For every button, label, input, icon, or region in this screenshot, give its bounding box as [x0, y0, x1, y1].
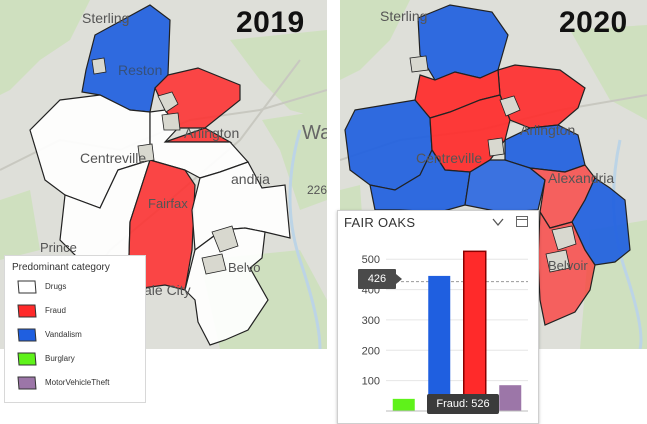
- enclave-polygons: [91, 57, 239, 275]
- value-callout: 426: [358, 269, 402, 289]
- enclave: [409, 55, 429, 73]
- bar-motorvehicletheft[interactable]: [499, 385, 522, 411]
- map-2019[interactable]: 2019 Sterling Reston Arlington Wa Centre…: [0, 0, 327, 349]
- enclave: [487, 137, 505, 157]
- map-legend: Predominant category Drugs Fraud Vandali…: [4, 255, 146, 403]
- bar-fraud[interactable]: [463, 250, 487, 412]
- year-label-2019: 2019: [236, 6, 305, 39]
- basemap-park: [0, 0, 90, 95]
- y-tick-label: 300: [362, 315, 380, 327]
- district-east[interactable]: [191, 161, 291, 252]
- legend-label: Drugs: [45, 282, 67, 291]
- enclave: [137, 143, 155, 163]
- map-2019-canvas[interactable]: [0, 0, 327, 349]
- legend-label: Fraud: [45, 306, 66, 315]
- dock-icon[interactable]: [516, 216, 528, 227]
- basemap-river: [612, 139, 643, 349]
- legend-label: MotorVehicleTheft: [45, 378, 110, 387]
- district-reston[interactable]: [417, 4, 509, 81]
- basemap-river: [288, 129, 322, 349]
- y-tick-label: 100: [362, 376, 380, 388]
- legend-label: Vandalism: [45, 330, 82, 339]
- basemap-park: [570, 25, 647, 120]
- enclave: [211, 225, 239, 253]
- district-chart-popup[interactable]: 100 200 300 400 500 FAIR OAKS 426 Fraud: 526: [337, 210, 539, 424]
- enclave: [551, 225, 577, 251]
- enclave-polygons: [409, 55, 577, 273]
- y-tick-label: 200: [362, 345, 380, 357]
- legend-title: Predominant category: [12, 262, 110, 273]
- y-tick-label: 500: [362, 254, 380, 266]
- enclave: [157, 91, 179, 113]
- bar-vandalism[interactable]: [428, 275, 451, 411]
- enclave: [201, 253, 227, 275]
- bar-tooltip: Fraud: 526: [427, 394, 499, 414]
- basemap-park: [340, 0, 410, 80]
- chevron-down-icon[interactable]: [491, 216, 505, 228]
- legend-label: Burglary: [45, 354, 75, 363]
- year-label-2020: 2020: [559, 6, 628, 39]
- enclave: [161, 112, 181, 131]
- basemap-park: [0, 190, 40, 260]
- enclave: [545, 249, 571, 273]
- enclave: [91, 57, 107, 75]
- enclave: [499, 95, 521, 117]
- popup-title: FAIR OAKS: [344, 215, 416, 230]
- district-polygons[interactable]: [344, 4, 631, 326]
- bar-burglary[interactable]: [392, 398, 415, 411]
